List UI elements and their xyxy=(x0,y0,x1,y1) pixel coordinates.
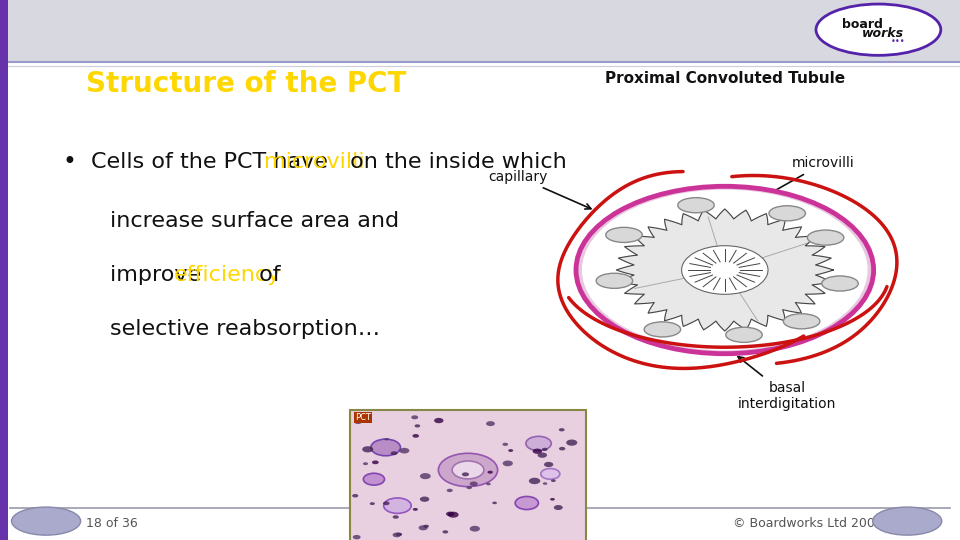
Text: board: board xyxy=(842,18,882,31)
Circle shape xyxy=(452,461,484,479)
Ellipse shape xyxy=(769,206,805,221)
Ellipse shape xyxy=(783,314,820,329)
Circle shape xyxy=(516,496,539,510)
Bar xyxy=(350,410,586,540)
Circle shape xyxy=(354,420,362,424)
Circle shape xyxy=(393,515,398,519)
Circle shape xyxy=(542,482,547,485)
Ellipse shape xyxy=(873,507,942,535)
Circle shape xyxy=(559,447,565,450)
Bar xyxy=(0,0,960,62)
Circle shape xyxy=(582,190,868,350)
Circle shape xyxy=(362,446,373,453)
Text: PCT: PCT xyxy=(355,413,372,422)
Circle shape xyxy=(384,438,389,441)
Circle shape xyxy=(352,494,358,497)
Circle shape xyxy=(391,451,397,455)
Circle shape xyxy=(393,532,401,537)
Circle shape xyxy=(363,462,368,465)
Circle shape xyxy=(486,483,491,485)
Circle shape xyxy=(396,532,402,536)
Circle shape xyxy=(486,421,495,426)
Text: of: of xyxy=(252,265,280,286)
Ellipse shape xyxy=(644,322,681,337)
Circle shape xyxy=(370,502,374,505)
Circle shape xyxy=(503,461,513,466)
Circle shape xyxy=(559,428,564,431)
Text: microvilli: microvilli xyxy=(733,157,854,214)
Circle shape xyxy=(399,448,409,454)
Circle shape xyxy=(415,424,420,428)
Ellipse shape xyxy=(807,230,844,245)
Bar xyxy=(0,0,8,540)
Text: increase surface area and: increase surface area and xyxy=(110,211,399,232)
Text: selective reabsorption…: selective reabsorption… xyxy=(110,319,380,340)
Circle shape xyxy=(372,461,379,464)
Circle shape xyxy=(419,525,428,530)
Ellipse shape xyxy=(606,227,642,242)
Circle shape xyxy=(469,526,480,531)
Circle shape xyxy=(448,512,459,518)
Circle shape xyxy=(446,489,453,492)
Text: •: • xyxy=(62,150,76,174)
Text: 18 of 36: 18 of 36 xyxy=(86,517,138,530)
Circle shape xyxy=(508,449,514,452)
Circle shape xyxy=(502,443,508,446)
Circle shape xyxy=(462,472,469,476)
Circle shape xyxy=(538,453,547,458)
Circle shape xyxy=(413,434,419,438)
Circle shape xyxy=(566,440,577,445)
Text: on the inside which: on the inside which xyxy=(343,152,566,172)
Circle shape xyxy=(492,502,497,504)
Text: efficiency: efficiency xyxy=(174,265,280,286)
Text: microvilli: microvilli xyxy=(264,152,365,172)
Ellipse shape xyxy=(678,198,714,213)
Circle shape xyxy=(420,473,431,479)
Circle shape xyxy=(488,471,492,474)
Text: improve: improve xyxy=(110,265,208,286)
Circle shape xyxy=(550,498,555,501)
Circle shape xyxy=(420,496,429,502)
Ellipse shape xyxy=(726,327,762,342)
Text: capillary: capillary xyxy=(489,170,591,209)
Text: works: works xyxy=(862,27,904,40)
Ellipse shape xyxy=(816,4,941,56)
Circle shape xyxy=(533,449,542,454)
Ellipse shape xyxy=(12,507,81,535)
Circle shape xyxy=(443,530,448,534)
Circle shape xyxy=(540,469,560,480)
Circle shape xyxy=(469,482,478,486)
Circle shape xyxy=(352,535,361,539)
Circle shape xyxy=(467,486,472,489)
Text: Structure of the PCT: Structure of the PCT xyxy=(86,70,407,98)
Ellipse shape xyxy=(596,273,633,288)
Circle shape xyxy=(413,508,418,511)
Circle shape xyxy=(411,415,419,419)
Circle shape xyxy=(384,498,411,514)
Circle shape xyxy=(371,439,400,456)
Text: •••: ••• xyxy=(890,37,905,45)
Circle shape xyxy=(383,502,390,505)
Circle shape xyxy=(682,246,768,294)
Circle shape xyxy=(551,480,556,482)
Circle shape xyxy=(529,478,540,484)
Ellipse shape xyxy=(822,276,858,291)
Circle shape xyxy=(544,462,553,467)
Circle shape xyxy=(434,418,444,423)
Circle shape xyxy=(576,186,874,354)
Text: © Boardworks Ltd 2009: © Boardworks Ltd 2009 xyxy=(733,517,883,530)
Text: Proximal Convoluted Tubule: Proximal Convoluted Tubule xyxy=(605,71,845,86)
Circle shape xyxy=(526,436,551,450)
Circle shape xyxy=(446,511,454,516)
Circle shape xyxy=(363,473,385,485)
Circle shape xyxy=(423,525,429,528)
Text: basal
interdigitation: basal interdigitation xyxy=(738,356,836,411)
Text: Cells of the PCT have: Cells of the PCT have xyxy=(91,152,335,172)
Circle shape xyxy=(439,453,497,487)
Circle shape xyxy=(542,448,547,451)
Polygon shape xyxy=(616,209,833,331)
Circle shape xyxy=(554,505,563,510)
